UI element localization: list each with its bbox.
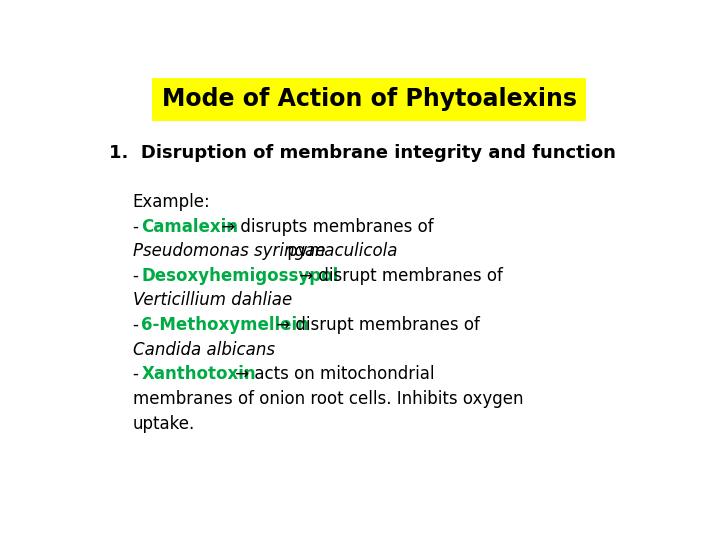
Text: maculicola: maculicola: [309, 242, 398, 260]
Text: Pseudomonas syringae: Pseudomonas syringae: [132, 242, 325, 260]
Text: → acts on mitochondrial: → acts on mitochondrial: [230, 366, 435, 383]
Text: -: -: [132, 218, 144, 235]
Text: uptake.: uptake.: [132, 415, 195, 433]
Text: membranes of onion root cells. Inhibits oxygen: membranes of onion root cells. Inhibits …: [132, 390, 523, 408]
Text: → disrupt membranes of: → disrupt membranes of: [294, 267, 503, 285]
Text: pv.: pv.: [282, 242, 317, 260]
Text: → disrupts membranes of: → disrupts membranes of: [217, 218, 434, 235]
Text: 6-Methoxymellein: 6-Methoxymellein: [141, 316, 309, 334]
Text: Example:: Example:: [132, 193, 210, 211]
Text: -: -: [132, 267, 144, 285]
Text: Camalexin: Camalexin: [141, 218, 238, 235]
Text: 1.  Disruption of membrane integrity and function: 1. Disruption of membrane integrity and …: [109, 144, 616, 163]
Text: Desoxyhemigossypol: Desoxyhemigossypol: [141, 267, 338, 285]
Text: Mode of Action of Phytoalexins: Mode of Action of Phytoalexins: [161, 87, 577, 111]
Text: -: -: [132, 316, 144, 334]
Text: → disrupt membranes of: → disrupt membranes of: [271, 316, 480, 334]
Text: -: -: [132, 366, 144, 383]
Text: Candida albicans: Candida albicans: [132, 341, 274, 359]
Text: Xanthotoxin: Xanthotoxin: [141, 366, 256, 383]
Text: Verticillium dahliae: Verticillium dahliae: [132, 292, 292, 309]
